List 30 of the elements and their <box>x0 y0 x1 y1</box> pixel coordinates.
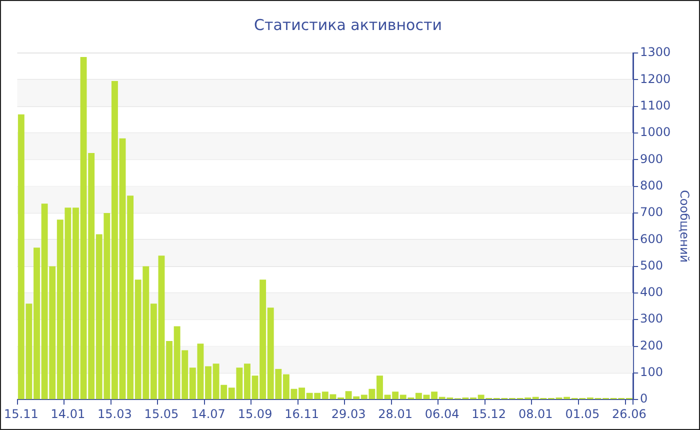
x-tick-label: 14.01 <box>50 406 86 421</box>
x-tick-label: 08.01 <box>518 406 553 421</box>
y-tick-label: 0 <box>640 392 648 406</box>
x-tick-label: 29.03 <box>331 406 366 421</box>
x-tick-label: 01.05 <box>565 406 600 421</box>
y-tick-label: 300 <box>640 312 663 326</box>
y-tick-label: 500 <box>640 258 663 272</box>
y-axis-title: Сообщений <box>678 190 692 263</box>
y-tick-label: 800 <box>640 178 663 192</box>
x-tick-label: 06.04 <box>424 406 460 421</box>
y-tick-label: 1100 <box>640 98 671 112</box>
x-tick-label: 15.11 <box>4 406 38 421</box>
y-tick-label: 400 <box>640 285 663 300</box>
y-tick-label: 200 <box>640 338 663 352</box>
x-tick-label: 15.05 <box>144 406 179 421</box>
x-tick-label: 16.11 <box>284 406 319 421</box>
x-tick-label: 28.01 <box>378 406 412 421</box>
chart-title: Статистика активности <box>254 16 442 34</box>
x-tick-label: 15.03 <box>98 406 132 421</box>
x-tick-label: 26.06 <box>612 406 646 421</box>
y-tick-label: 600 <box>640 232 663 246</box>
y-tick-label: 700 <box>640 205 663 220</box>
x-tick-label: 14.07 <box>191 406 226 421</box>
y-tick-label: 100 <box>640 365 663 380</box>
y-tick-label: 1200 <box>640 72 671 86</box>
y-tick-label: 1300 <box>640 45 671 60</box>
x-tick-label: 15.12 <box>472 406 506 421</box>
x-tick-label: 15.09 <box>238 406 272 421</box>
y-tick-label: 900 <box>640 152 663 166</box>
y-tick-label: 1000 <box>640 125 671 140</box>
